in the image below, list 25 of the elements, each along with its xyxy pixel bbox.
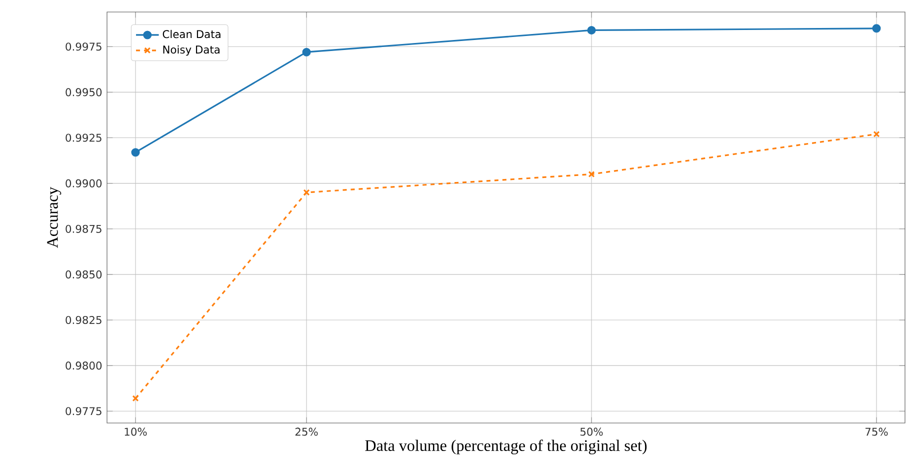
x-tick-label: 75% xyxy=(866,428,888,436)
y-axis-title: Accuracy xyxy=(47,186,62,248)
x-tick-label: 50% xyxy=(580,428,603,436)
y-tick-label: 0.9850 xyxy=(66,270,102,278)
point xyxy=(132,395,139,402)
y-tick-label: 0.9825 xyxy=(66,316,102,324)
point xyxy=(131,148,140,157)
y-tick-label: 0.9875 xyxy=(66,224,102,233)
y-tick-label: 0.9950 xyxy=(66,88,102,96)
x-tick-label: 25% xyxy=(295,428,318,436)
x-axis-title: Data volume (percentage of the original set) xyxy=(365,440,647,454)
y-tick-label: 0.9975 xyxy=(66,42,102,51)
y-tick-label: 0.9800 xyxy=(66,362,102,370)
legend-label: Clean Data xyxy=(162,30,220,38)
point xyxy=(303,189,310,196)
point xyxy=(302,48,311,56)
y-tick-label: 0.9925 xyxy=(66,134,102,142)
point xyxy=(587,26,596,34)
legend-label: Noisy Data xyxy=(163,45,220,56)
y-tick-label: 0.9775 xyxy=(66,407,102,416)
point xyxy=(588,170,595,178)
point xyxy=(872,24,881,33)
point xyxy=(873,130,880,138)
y-tick-label: 0.9900 xyxy=(66,179,102,188)
x-tick-label: 10% xyxy=(124,428,147,436)
